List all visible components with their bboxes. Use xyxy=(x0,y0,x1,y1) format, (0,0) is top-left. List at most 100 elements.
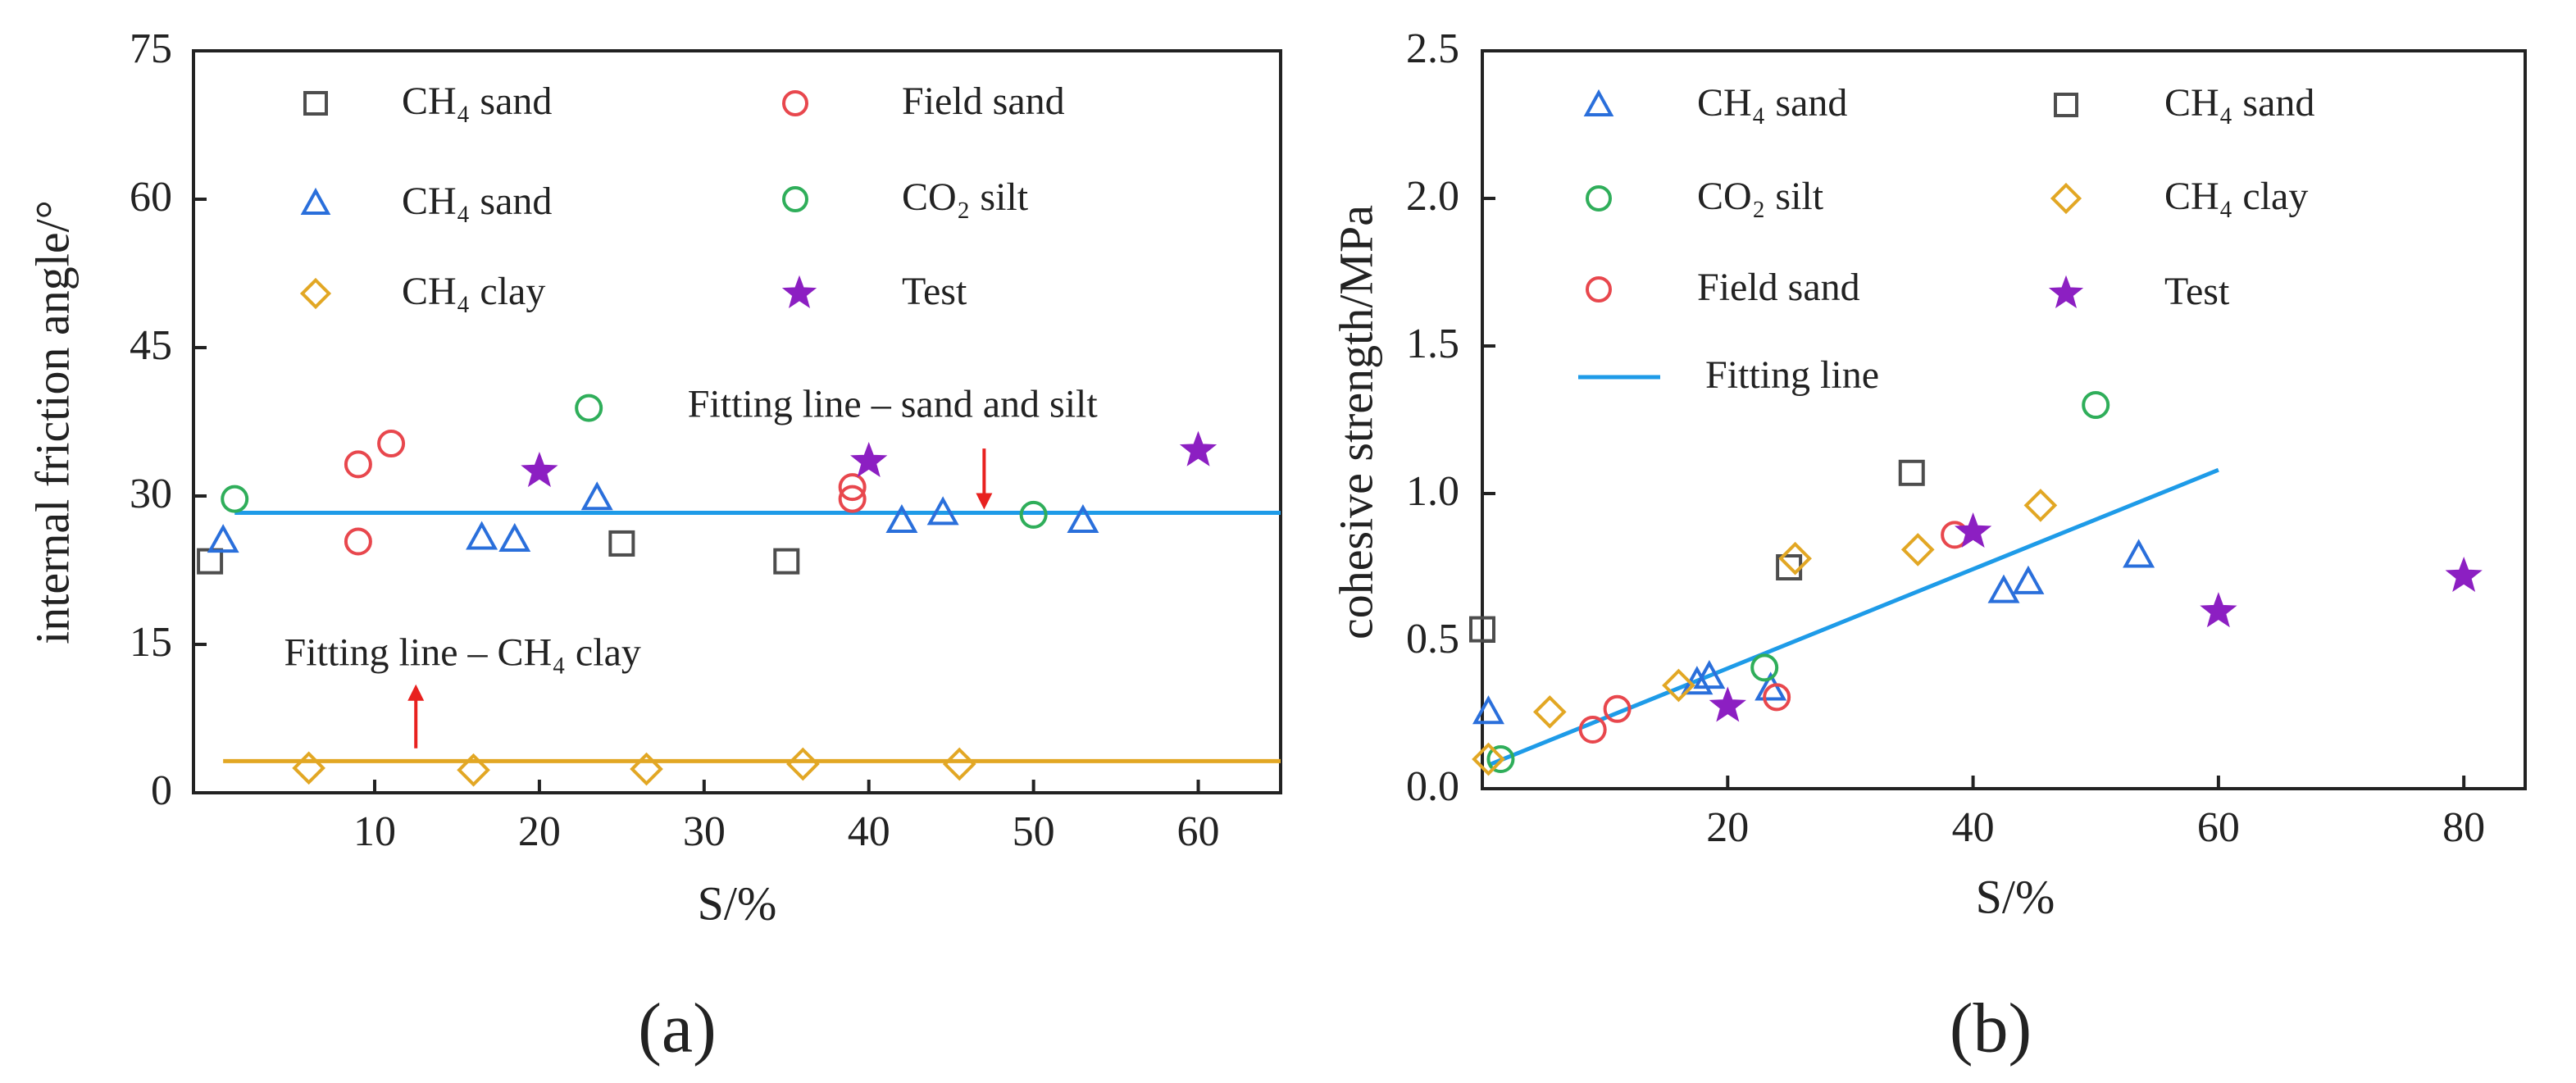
x-tick-label: 20 xyxy=(518,808,561,855)
data-point-field_sand xyxy=(1603,694,1632,723)
data-point-test xyxy=(521,451,558,488)
legend-label-ch4_clay: CH₄ clay xyxy=(402,270,545,313)
data-point-ch4_sand_tri xyxy=(2012,565,2045,594)
legend-marker-co2_silt xyxy=(782,186,808,212)
annotation-arrow-head xyxy=(407,684,425,701)
y-tick-label: 0.5 xyxy=(1406,616,1459,662)
data-point-ch4_sand_b xyxy=(580,481,613,511)
x-tick-label: 80 xyxy=(2442,804,2485,851)
legend-label-field_sand: Field sand xyxy=(902,80,1065,123)
data-point-ch4_clay xyxy=(1472,742,1505,776)
data-point-ch4_clay xyxy=(630,752,663,786)
data-point-ch4_sand_b xyxy=(926,496,959,526)
x-tick-label: 30 xyxy=(683,808,726,855)
legend-label-field_sand: Field sand xyxy=(1697,266,1860,309)
legend-marker-ch4_clay xyxy=(299,277,332,310)
x-tick-label: 50 xyxy=(1013,808,1055,855)
y-axis-title: cohesive strength/MPa xyxy=(1329,205,1382,639)
y-tick-label: 15 xyxy=(130,619,172,666)
data-point-ch4_clay xyxy=(1900,533,1935,567)
x-tick-label: 60 xyxy=(1177,808,1220,855)
data-point-field_sand xyxy=(838,485,867,513)
legend-label-ch4_sand_a: CH₄ sand xyxy=(402,80,552,123)
legend-label-co2_silt: CO₂ silt xyxy=(1697,175,1824,218)
legend-marker-test xyxy=(2048,275,2084,308)
y-axis-title: internal friction angle/° xyxy=(25,200,79,644)
legend-marker-ch4_sand_sq xyxy=(2054,93,2078,117)
legend-marker-ch4_sand_tri xyxy=(1583,89,1614,116)
data-point-ch4_sand_tri xyxy=(1755,671,1787,701)
data-point-test xyxy=(1954,512,1992,548)
data-point-field_sand xyxy=(1763,683,1791,712)
chart-a: 0 15 30 45 60 75 10 20 30 40 50 60 S/% internal frict… xyxy=(25,25,1282,1067)
data-point-test xyxy=(1179,430,1217,466)
legend-marker-field_sand xyxy=(1586,276,1612,303)
data-point-ch4_clay xyxy=(1778,541,1812,576)
legend-label-test: Test xyxy=(902,270,967,313)
data-point-co2_silt xyxy=(2082,391,2110,419)
data-point-field_sand xyxy=(377,430,406,458)
plot-frame xyxy=(1481,49,2527,790)
data-point-ch4_clay xyxy=(2023,489,2058,522)
x-axis-title: S/% xyxy=(1976,870,2055,923)
x-tick-label: 40 xyxy=(1952,804,1995,851)
data-point-field_sand xyxy=(1578,716,1607,744)
data-point-ch4_sand_a xyxy=(773,548,800,575)
legend-label-test: Test xyxy=(2164,270,2230,313)
y-tick-label: 0.0 xyxy=(1406,763,1459,810)
y-tick-label: 1.0 xyxy=(1406,468,1459,515)
y-tick-label: 60 xyxy=(130,174,172,221)
legend-marker-test xyxy=(781,275,817,308)
fit-line-fit xyxy=(1487,467,2219,767)
legend-marker-ch4_clay xyxy=(2050,182,2082,215)
chart-b: 0.0 0.5 1.0 1.5 2.0 2.5 20 40 60 80 S/% cohesive st… xyxy=(1329,25,2527,1067)
data-point-ch4_sand_a xyxy=(608,530,635,557)
annotation-ann_clay: Fitting line – CH₄ clay xyxy=(284,630,641,674)
data-point-ch4_clay xyxy=(786,747,820,781)
plot-frame xyxy=(192,49,1282,794)
data-point-ch4_sand_sq xyxy=(1898,459,1925,486)
data-point-ch4_sand_tri xyxy=(1693,659,1726,689)
annotation-arrow-head xyxy=(976,493,993,510)
x-tick-label: 60 xyxy=(2197,804,2240,851)
data-point-field_sand xyxy=(344,527,372,556)
y-tick-label: 30 xyxy=(130,471,172,517)
y-tick-label: 2.0 xyxy=(1406,173,1459,220)
x-tick-label: 40 xyxy=(848,808,890,855)
legend-marker-field_sand xyxy=(782,90,808,116)
legend-marker-co2_silt xyxy=(1586,185,1612,212)
data-point-co2_silt xyxy=(1019,500,1048,529)
data-point-test xyxy=(850,441,888,478)
panel-label: (b) xyxy=(1950,989,2032,1067)
data-point-ch4_clay xyxy=(292,751,325,785)
y-tick-label: 0 xyxy=(151,767,172,814)
y-tick-label: 2.5 xyxy=(1406,25,1459,72)
legend-label-co2_silt: CO₂ silt xyxy=(902,175,1029,219)
y-tick-label: 45 xyxy=(130,322,172,369)
data-point-ch4_sand_b xyxy=(1067,503,1099,534)
data-point-ch4_sand_b xyxy=(885,503,918,534)
data-point-co2_silt xyxy=(1750,653,1779,682)
data-point-ch4_sand_sq xyxy=(1469,616,1495,643)
legend-marker-ch4_sand_b xyxy=(300,187,331,215)
data-point-field_sand xyxy=(838,473,867,502)
data-point-ch4_clay xyxy=(1662,668,1695,703)
legend-label-ch4_clay: CH₄ clay xyxy=(2164,175,2308,218)
legend-label-ch4_sand_tri: CH₄ sand xyxy=(1697,81,1847,125)
data-point-test xyxy=(2200,592,2237,628)
x-tick-label: 20 xyxy=(1706,804,1749,851)
data-point-co2_silt xyxy=(1486,745,1515,773)
data-point-test xyxy=(2445,556,2483,593)
data-point-co2_silt xyxy=(221,485,249,513)
data-point-ch4_sand_b xyxy=(207,524,239,553)
data-point-ch4_clay xyxy=(457,753,490,787)
data-point-ch4_sand_tri xyxy=(2123,539,2155,568)
data-point-ch4_sand_tri xyxy=(1987,574,2020,603)
data-point-ch4_sand_tri xyxy=(1472,695,1504,725)
data-point-ch4_clay xyxy=(1532,695,1567,729)
data-point-ch4_sand_b xyxy=(498,522,531,552)
x-tick-label: 10 xyxy=(353,808,396,855)
data-point-test xyxy=(1709,686,1746,722)
